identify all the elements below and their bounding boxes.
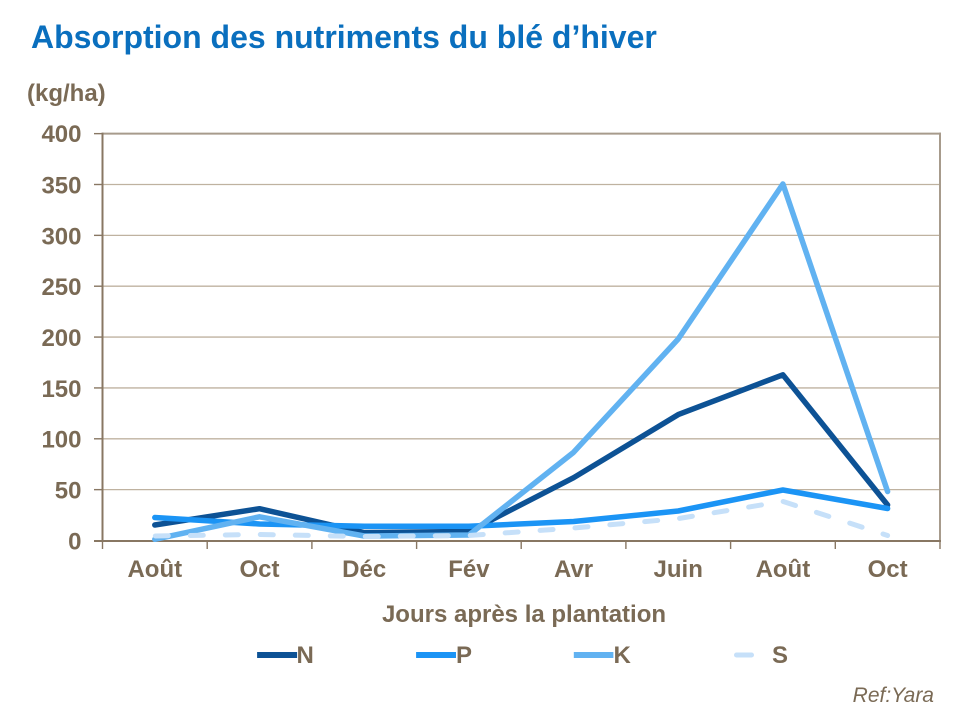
svg-text:K: K xyxy=(614,642,632,669)
svg-text:400: 400 xyxy=(41,121,81,148)
svg-text:Ref:Yara: Ref:Yara xyxy=(853,684,934,707)
svg-text:S: S xyxy=(772,642,788,669)
svg-text:Fév: Fév xyxy=(448,556,490,583)
svg-text:150: 150 xyxy=(41,376,81,403)
svg-text:0: 0 xyxy=(68,529,81,556)
svg-text:100: 100 xyxy=(41,427,81,454)
svg-text:350: 350 xyxy=(41,172,81,199)
svg-text:Oct: Oct xyxy=(868,556,908,583)
svg-text:Juin: Juin xyxy=(654,556,703,583)
svg-text:Août: Août xyxy=(127,556,182,583)
svg-text:Déc: Déc xyxy=(342,556,386,583)
svg-text:N: N xyxy=(297,642,314,669)
svg-text:P: P xyxy=(456,642,472,669)
svg-text:200: 200 xyxy=(41,325,81,352)
svg-text:Oct: Oct xyxy=(239,556,279,583)
svg-text:50: 50 xyxy=(55,478,82,505)
svg-text:(kg/ha): (kg/ha) xyxy=(27,80,106,107)
svg-text:Jours après la plantation: Jours après la plantation xyxy=(382,601,666,628)
svg-text:300: 300 xyxy=(41,223,81,250)
svg-text:Avr: Avr xyxy=(554,556,593,583)
svg-text:Août: Août xyxy=(756,556,811,583)
svg-text:250: 250 xyxy=(41,274,81,301)
svg-text:Absorption des nutriments du b: Absorption des nutriments du blé d’hiver xyxy=(31,19,657,55)
